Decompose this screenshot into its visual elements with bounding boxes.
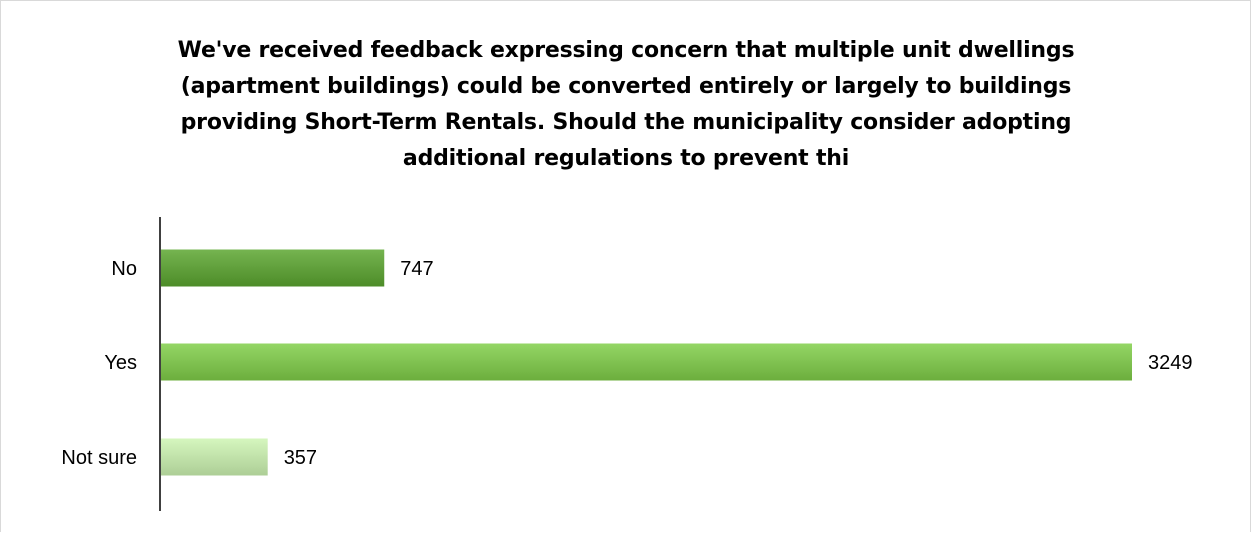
category-label: Yes bbox=[104, 352, 137, 374]
bar-group: No 747 Yes 3249 Not sure 357 bbox=[61, 249, 1193, 476]
category-label: Not sure bbox=[61, 447, 137, 469]
bar-no bbox=[161, 249, 385, 287]
data-label: 357 bbox=[284, 447, 317, 469]
bar-not-sure bbox=[161, 438, 268, 476]
data-label: 747 bbox=[400, 258, 433, 280]
chart-title: We've received feedback expressing conce… bbox=[177, 38, 1075, 171]
data-label: 3249 bbox=[1148, 352, 1193, 374]
bar-yes bbox=[161, 343, 1132, 381]
category-label: No bbox=[111, 258, 137, 280]
